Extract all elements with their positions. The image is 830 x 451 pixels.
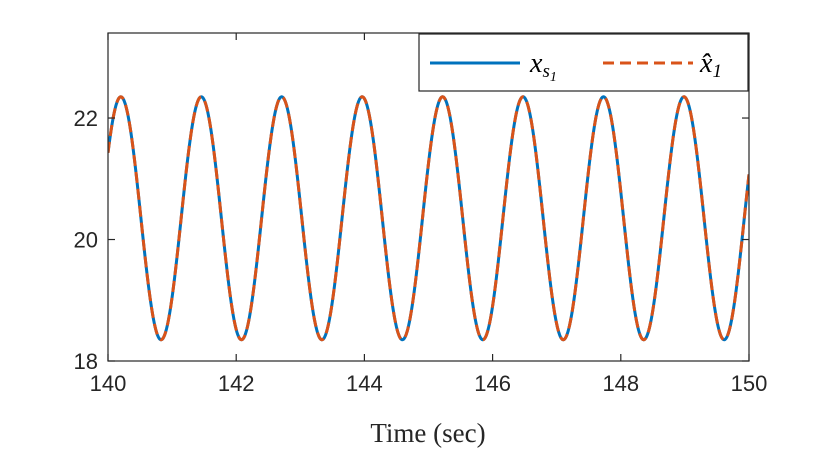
x-tick-label: 146 — [474, 371, 511, 396]
series-line-x-hat-1 — [108, 95, 749, 342]
x-tick-label: 148 — [602, 371, 639, 396]
plot-frame — [107, 32, 750, 362]
legend-label-x-hat-1: x̂1 — [699, 48, 722, 82]
x-tick-label: 144 — [346, 371, 383, 396]
series-layer — [108, 95, 749, 342]
x-tick-label: 142 — [218, 371, 255, 396]
legend-label-x-s1: xs1 — [529, 48, 557, 85]
axis-ticks: 140 142 144 146 148 150 18 20 22 — [74, 33, 768, 396]
y-tick-label: 22 — [74, 106, 98, 131]
y-tick-label: 18 — [74, 349, 98, 374]
x-axis-label: Time (sec) — [370, 418, 485, 448]
legend: xs1 x̂1 — [418, 33, 749, 92]
y-tick-label: 20 — [74, 228, 98, 253]
x-tick-label: 140 — [90, 371, 127, 396]
x-tick-label: 150 — [731, 371, 768, 396]
